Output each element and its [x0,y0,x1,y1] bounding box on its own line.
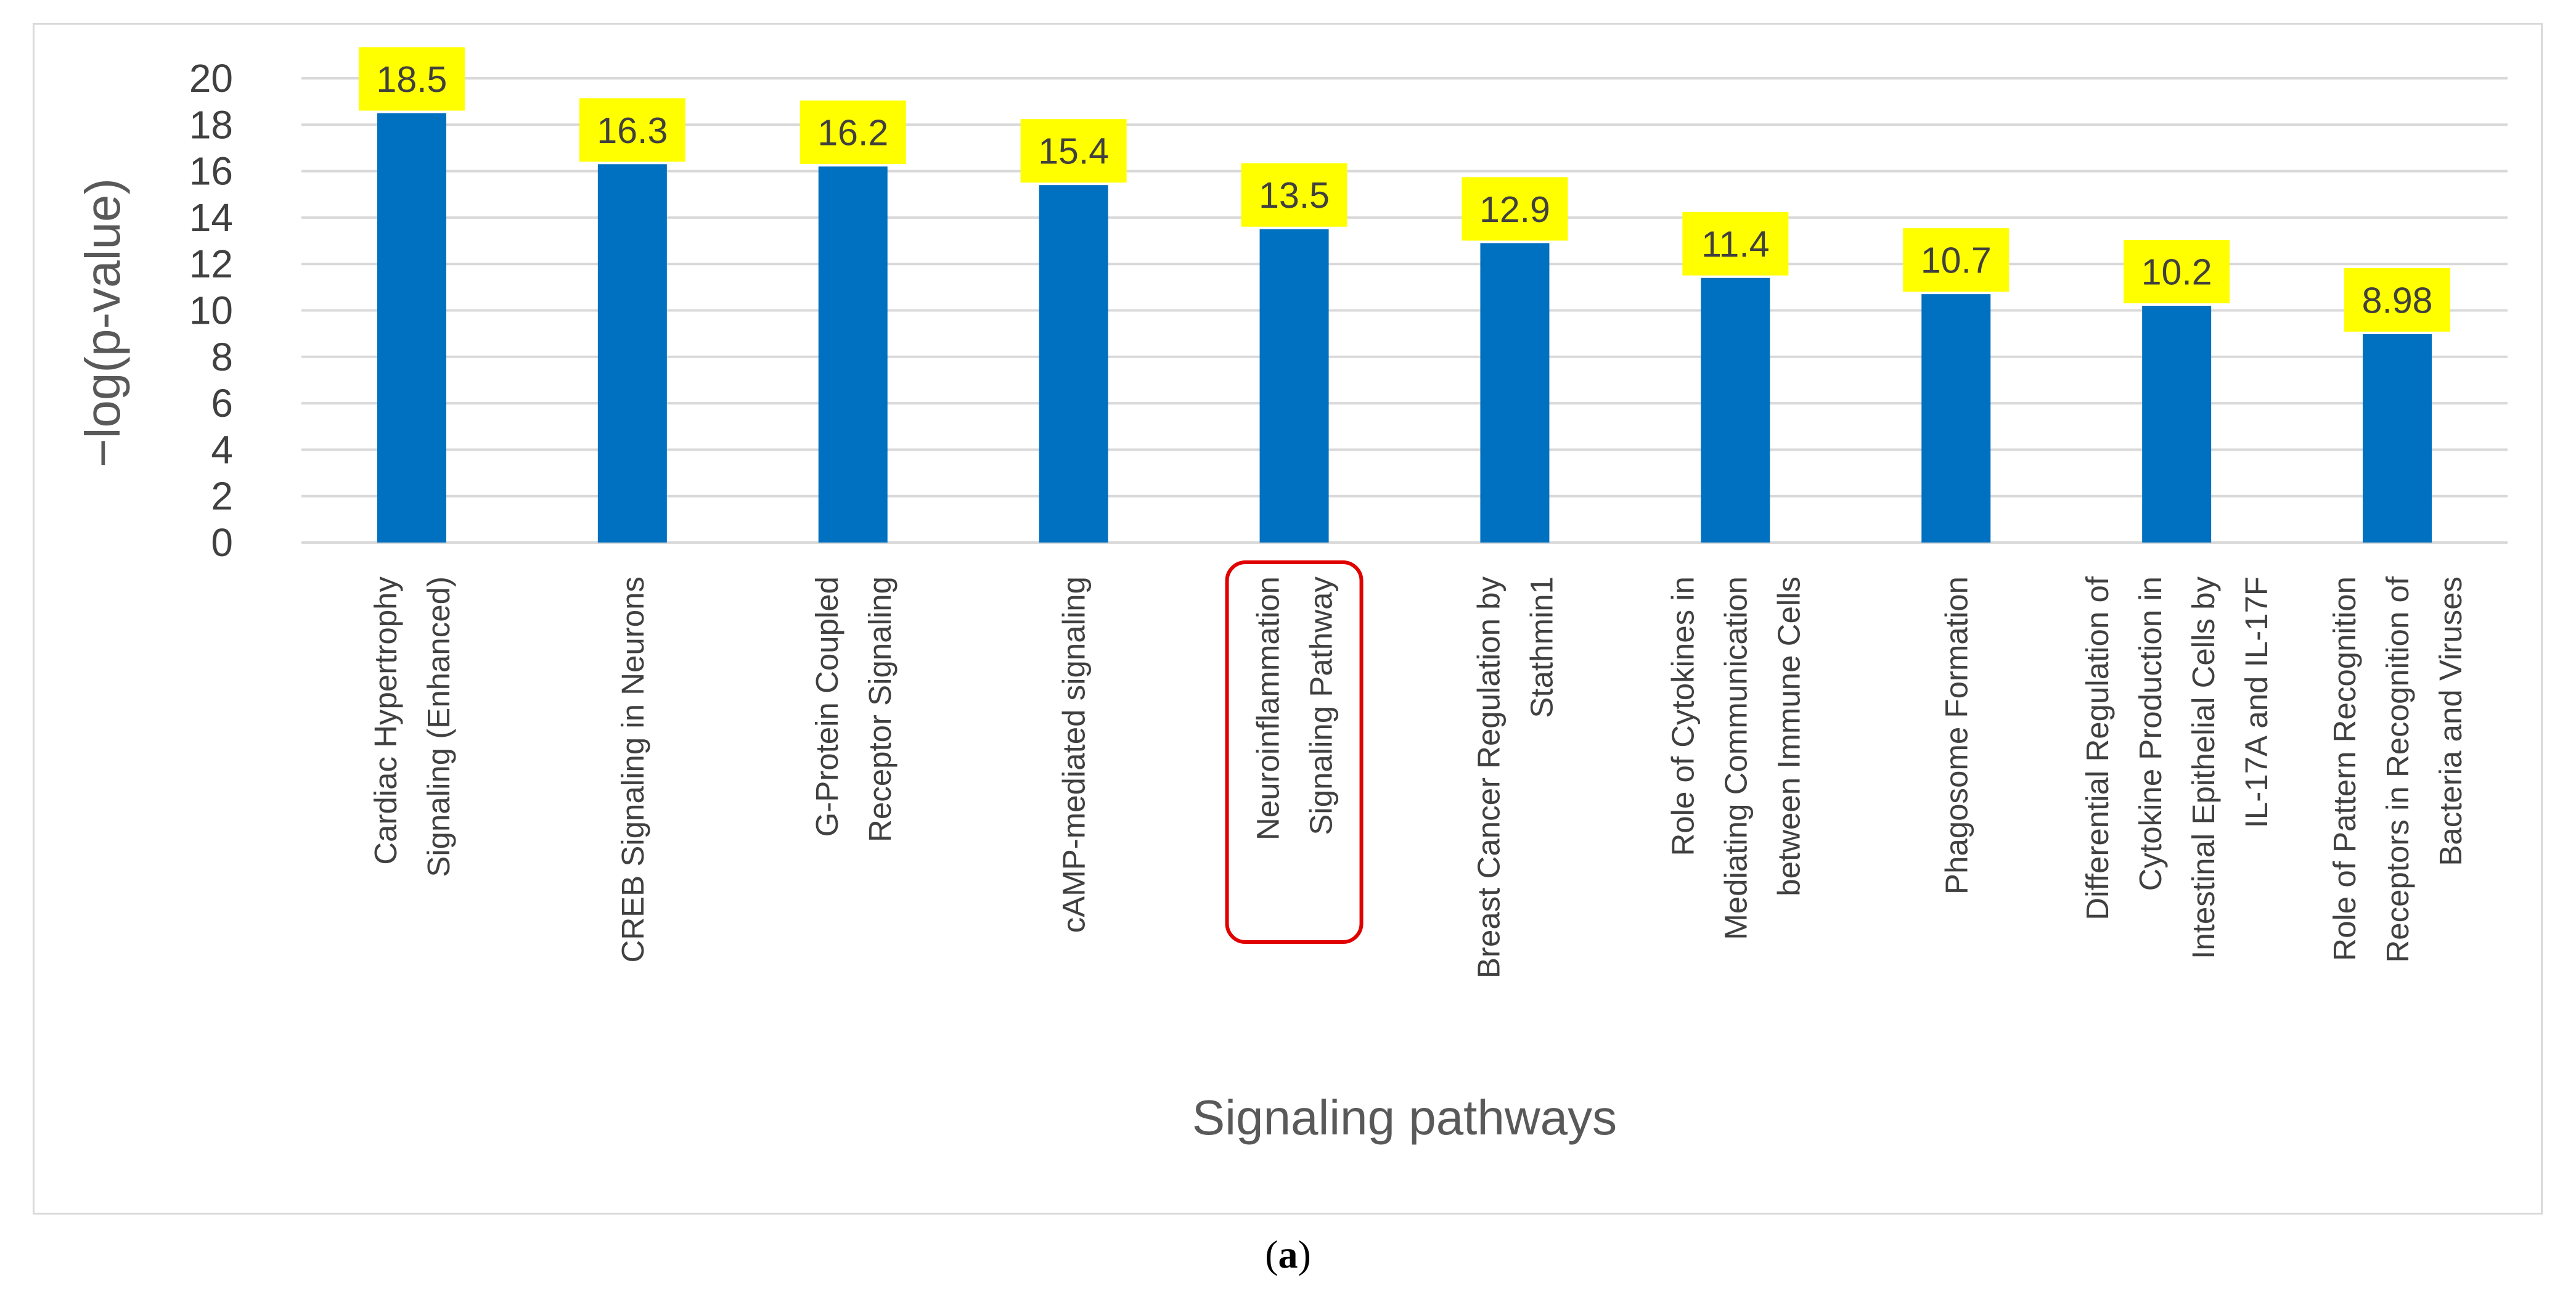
x-category-label: Role of Pattern Recognition Receptors in … [2327,576,2468,962]
data-label: 16.2 [817,113,888,154]
y-tick-label: 6 [211,381,233,425]
data-label-background [2344,268,2451,332]
highlight-box [1225,560,1364,944]
x-category-label-line: between Immune Cells [1771,576,1806,896]
x-category-label-line: Breast Cancer Regulation by [1471,576,1506,979]
bars [377,113,2432,543]
x-category-label-line: Receptors in Recognition of [2380,576,2415,962]
x-category-label: Cardiac Hypertrophy Signaling (Enhanced) [368,576,456,877]
y-axis-title: −log(p-value) [75,178,130,467]
x-category-label-line: Mediating Communication [1718,576,1753,940]
data-label: 10.7 [1921,240,1992,281]
x-category-label: Role of Cytokines in Mediating Communicat… [1665,576,1806,940]
data-label: 16.3 [597,110,668,151]
data-label: 15.4 [1038,131,1109,172]
chart-frame: 0 2 4 6 8 10 12 14 16 18 20 18.5 16.3 16.2 15.4 13.5 12… [33,23,2543,1215]
data-label-background [1903,228,2010,292]
caption-open: ( [1265,1232,1278,1276]
x-category-label: Phagosome Formation [1939,576,1974,895]
data-label-background [1682,211,1789,276]
x-category-label-line: Signaling Pathway [1304,576,1339,835]
y-tick-label: 18 [189,102,233,147]
y-tick-label: 14 [189,195,233,240]
x-category-label-line: Role of Pattern Recognition [2327,576,2362,961]
data-label-background [358,47,465,111]
x-category-label-line: Intestinal Epithelial Cells by [2186,576,2221,959]
data-label-background [579,98,685,162]
x-category-label-line: G-Protein Coupled [809,576,844,837]
x-category-label-line: Signaling (Enhanced) [421,576,456,877]
y-tick-label: 4 [211,427,233,472]
caption-close: ) [1298,1232,1311,1276]
y-tick-label: 0 [211,520,233,565]
y-tick-label: 10 [189,289,233,333]
x-axis-title: Signaling pathways [1192,1090,1617,1145]
data-label: 8.98 [2362,280,2433,321]
x-category-label-line: Stathmin1 [1524,576,1559,718]
bar [1480,243,1550,543]
x-category-label-line: IL-17A and IL-17F [2239,576,2274,828]
x-category-label: G-Protein Coupled Receptor Signaling [809,576,898,842]
x-category-label-line: Role of Cytokines in [1665,576,1700,856]
y-tick-label: 2 [211,474,233,518]
data-label: 18.5 [377,59,448,100]
x-category-label: Differential Regulation of Cytokine Produ… [2080,576,2274,959]
x-category-label-line: Neuroinflammation [1251,576,1286,840]
data-label-background [1020,119,1127,183]
data-label-background [799,100,906,165]
x-category-label: Breast Cancer Regulation by Stathmin1 [1471,576,1559,979]
bar [2142,305,2212,543]
data-label: 10.2 [2141,252,2212,292]
x-axis-categories: Cardiac Hypertrophy Signaling (Enhanced) C… [368,560,2468,979]
y-tick-label: 8 [211,335,233,379]
x-category-label-line: Receptor Signaling [862,576,898,842]
x-category-label: CREB Signaling in Neurons [615,576,650,963]
y-tick-label: 20 [189,56,233,100]
gridlines [301,77,2508,544]
x-category-label-line: CREB Signaling in Neurons [615,576,650,963]
data-label-background [2124,239,2230,303]
data-label: 13.5 [1259,175,1330,216]
x-category-label-line: cAMP-mediated signaling [1057,576,1092,933]
x-category-label-line: Differential Regulation of [2080,576,2115,920]
data-labels: 18.5 16.3 16.2 15.4 13.5 12.9 11.4 10.7 10.2 8.98 [358,47,2451,332]
x-category-label: cAMP-mediated signaling [1057,576,1092,933]
bar [2363,334,2432,543]
bar [597,164,667,543]
x-category-label: Neuroinflammation Signaling Pathway [1251,576,1339,841]
caption-letter: a [1278,1232,1298,1276]
bar [818,166,888,543]
x-category-label-line: Bacteria and Viruses [2433,576,2468,866]
bar [377,113,446,543]
y-tick-label: 16 [189,149,233,194]
x-category-label-line: Cardiac Hypertrophy [368,576,403,865]
x-category-label-line: Cytokine Production in [2133,576,2168,891]
x-category-label-line: Phagosome Formation [1939,576,1974,895]
bar [1259,229,1329,543]
data-label: 11.4 [1701,224,1769,264]
bar [1921,294,1991,543]
data-label-background [1241,163,1347,227]
y-tick-label: 12 [189,242,233,286]
data-label: 12.9 [1479,189,1550,230]
figure-caption: (a) [0,1232,2576,1277]
bar [1701,277,1770,543]
bar [1039,185,1108,543]
data-label-background [1462,177,1568,241]
